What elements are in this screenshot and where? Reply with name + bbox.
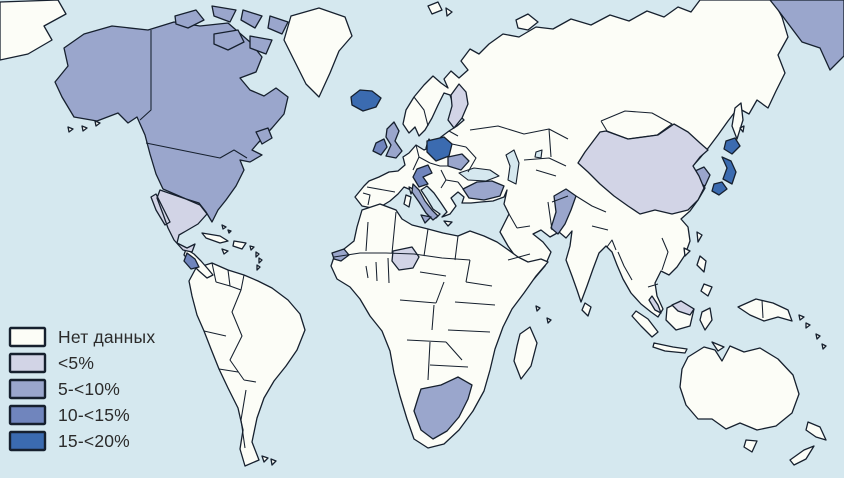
landmass-madagascar: [513, 326, 538, 380]
caribbean-islands: [201, 224, 263, 271]
legend-swatch-color: [8, 430, 47, 452]
country-nigeria: [391, 246, 420, 271]
landmass-eurasia: [354, 0, 789, 318]
legend-item-label: <5%: [58, 352, 95, 373]
landmass-australia: [679, 345, 800, 431]
country-mexico: [150, 189, 208, 253]
country-united-kingdom: [385, 121, 403, 159]
country-canada-arctic-islands: [174, 5, 289, 145]
legend-item-no-data: Нет данных: [8, 326, 155, 348]
legend-swatch-5-10: [8, 378, 47, 400]
legend-swatch-color: [8, 352, 47, 374]
country-nicaragua: [183, 252, 200, 270]
legend-item-10-15: 10-<15%: [8, 404, 155, 426]
legend-swatch-10-15: [8, 404, 47, 426]
legend-item-15-20: 15-<20%: [8, 430, 155, 452]
country-alaska-wrap: [769, 0, 844, 71]
legend-swatch-no-data: [8, 326, 47, 348]
legend-swatch-15-20: [8, 430, 47, 452]
country-senegal: [331, 248, 350, 262]
landmass-south-america: [188, 262, 306, 467]
legend-item-5-10: 5-<10%: [8, 378, 155, 400]
legend-item-label: 10-<15%: [58, 404, 130, 425]
country-malaysia: [648, 295, 695, 316]
legend-swatch-color: [8, 404, 47, 426]
legend-item-label: 15-<20%: [58, 430, 130, 451]
legend-swatch-color: [8, 378, 47, 400]
inland-seas: [458, 149, 543, 185]
country-borders: [139, 30, 764, 449]
country-romania: [447, 153, 470, 171]
landmass-greenland: [283, 7, 353, 98]
country-japan: [711, 137, 741, 196]
map-legend: Нет данных <5% 5-<10% 10-<15% 15-<20%: [8, 326, 155, 452]
landmass-chukotka: [0, 0, 67, 61]
country-finland: [447, 83, 469, 129]
country-iceland: [350, 89, 382, 112]
country-ireland: [372, 138, 388, 156]
legend-swatch-lt5: [8, 352, 47, 374]
country-north-america-us-canada: [54, 21, 289, 223]
legend-item-label: Нет данных: [58, 326, 156, 347]
white-islands: [67, 1, 827, 466]
legend-swatch-color: [8, 326, 47, 348]
country-croatia-slovenia: [412, 164, 433, 188]
country-turkey: [462, 180, 505, 201]
country-italy: [411, 183, 439, 224]
legend-item-label: 5-<10%: [58, 378, 121, 399]
country-south-africa: [413, 376, 473, 440]
oceania-islands: [743, 421, 827, 466]
country-poland: [426, 136, 453, 162]
legend-item-lt5: <5%: [8, 352, 155, 374]
